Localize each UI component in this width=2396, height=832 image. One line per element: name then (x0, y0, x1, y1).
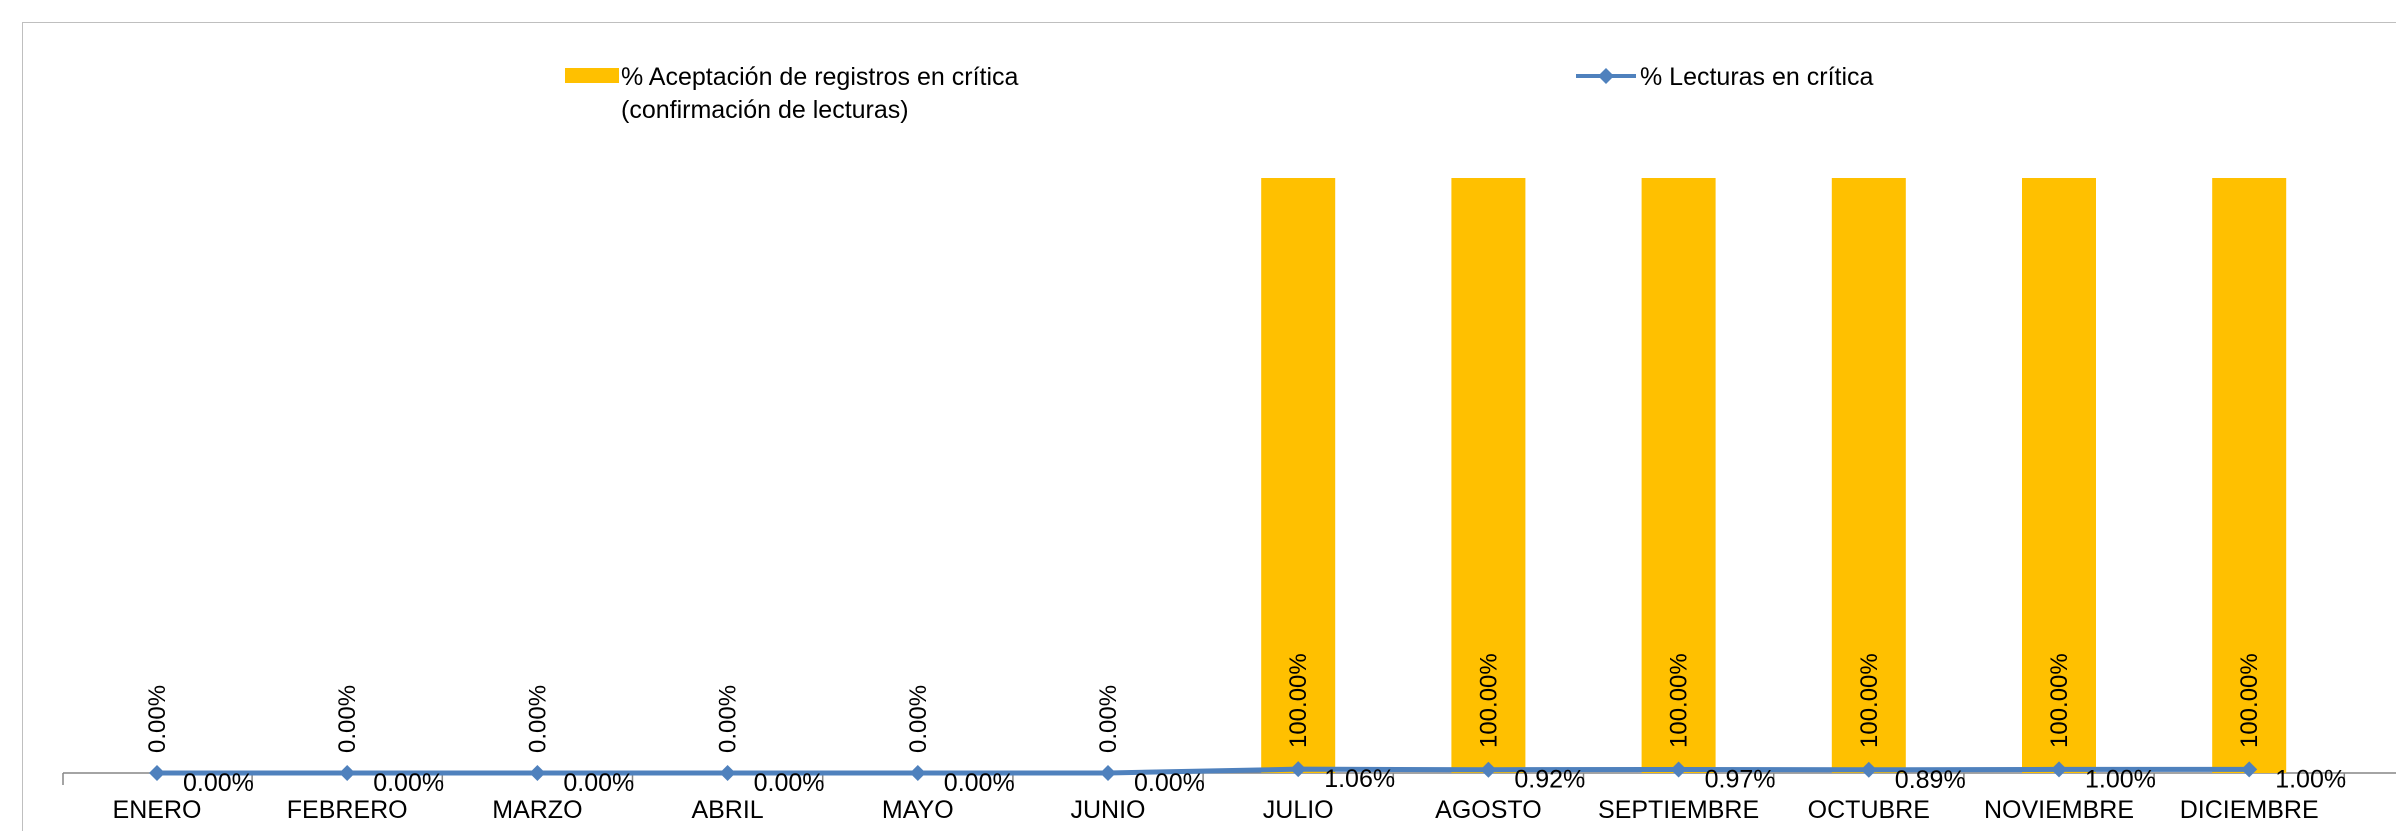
line-series-path (154, 766, 2252, 776)
bar-noviembre (2022, 178, 2096, 773)
bar-data-label: 100.00% (2046, 653, 2073, 748)
legend-bar-label-line2: (confirmación de lecturas) (621, 96, 909, 124)
line-data-label: 0.92% (1514, 766, 1585, 794)
x-tick-label: ABRIL (691, 796, 763, 824)
bar-agosto (1451, 178, 1526, 773)
x-tick-label: FEBRERO (287, 796, 408, 824)
line-data-label: 0.89% (1895, 766, 1966, 794)
x-tick-label: ENERO (113, 796, 202, 824)
x-tick-label: DICIEMBRE (2180, 796, 2319, 824)
line-data-label: 1.06% (1324, 765, 1395, 793)
bar-data-label: 0.00% (1095, 685, 1122, 753)
x-tick-label: JUNIO (1071, 796, 1146, 824)
legend: % Aceptación de registros en crítica (co… (565, 63, 1874, 124)
bar-julio (1261, 178, 1336, 773)
line-point-diciembre (2241, 761, 2258, 778)
line-data-label: 0.00% (563, 769, 634, 797)
plot-area: 0.00% 0.00% 0.00% 0.00% 0.00% 0.00% 100.00% 100… (62, 178, 2396, 824)
legend-bar-label: % Aceptación de registros en crítica (621, 63, 1019, 91)
x-tick-label: NOVIEMBRE (1984, 796, 2134, 824)
line-data-label: 0.00% (754, 769, 825, 797)
bar-data-label: 0.00% (524, 685, 551, 753)
x-tick-label: SEPTIEMBRE (1598, 796, 1759, 824)
bar-data-label: 100.00% (1285, 653, 1312, 748)
line-point-octubre (1860, 761, 1877, 778)
line-point-abril (719, 765, 736, 781)
line-point-julio (1290, 761, 1307, 778)
x-tick-label: MAYO (882, 796, 954, 824)
bar-octubre (1831, 178, 1906, 773)
chart-svg: % Aceptación de registros en crítica (co… (62, 63, 2396, 824)
x-tick-label: OCTUBRE (1808, 796, 1930, 824)
line-point-septiembre (1670, 761, 1687, 778)
line-point-mayo (909, 765, 926, 781)
line-data-label: 0.00% (373, 769, 444, 797)
legend-line-marker (1598, 68, 1614, 84)
line-data-label: 1.00% (2275, 765, 2346, 793)
line-point-agosto (1480, 761, 1497, 778)
line-data-label: 0.00% (1134, 769, 1205, 797)
legend-line-label: % Lecturas en crítica (1640, 63, 1874, 91)
line-point-febrero (339, 765, 356, 781)
x-tick-label: AGOSTO (1435, 796, 1542, 824)
bar-data-label: 0.00% (905, 685, 932, 753)
line-point-marzo (529, 765, 546, 781)
bar-data-label: 0.00% (334, 685, 361, 753)
line-data-label: 1.00% (2085, 765, 2156, 793)
bar-data-label: 100.00% (1475, 653, 1502, 748)
bar-data-label: 100.00% (2236, 653, 2263, 748)
legend-bar-swatch (565, 68, 619, 83)
bar-septiembre (1641, 178, 1716, 773)
line-point-noviembre (2051, 761, 2067, 778)
bar-data-label: 0.00% (144, 685, 171, 753)
bar-data-label: 0.00% (715, 685, 742, 753)
bar-diciembre (2212, 178, 2287, 773)
bar-data-label: 100.00% (1666, 653, 1693, 748)
line-data-label: 0.97% (1705, 766, 1776, 794)
chart-frame: % Aceptación de registros en crítica (co… (22, 22, 2396, 831)
bar-data-label: 100.00% (1856, 653, 1883, 748)
line-point-enero (149, 765, 165, 781)
line-point-junio (1100, 765, 1116, 781)
x-tick-label: JULIO (1263, 796, 1334, 824)
x-tick-label: MARZO (492, 796, 582, 824)
line-data-label: 0.00% (944, 769, 1015, 797)
line-data-label: 0.00% (183, 769, 254, 797)
